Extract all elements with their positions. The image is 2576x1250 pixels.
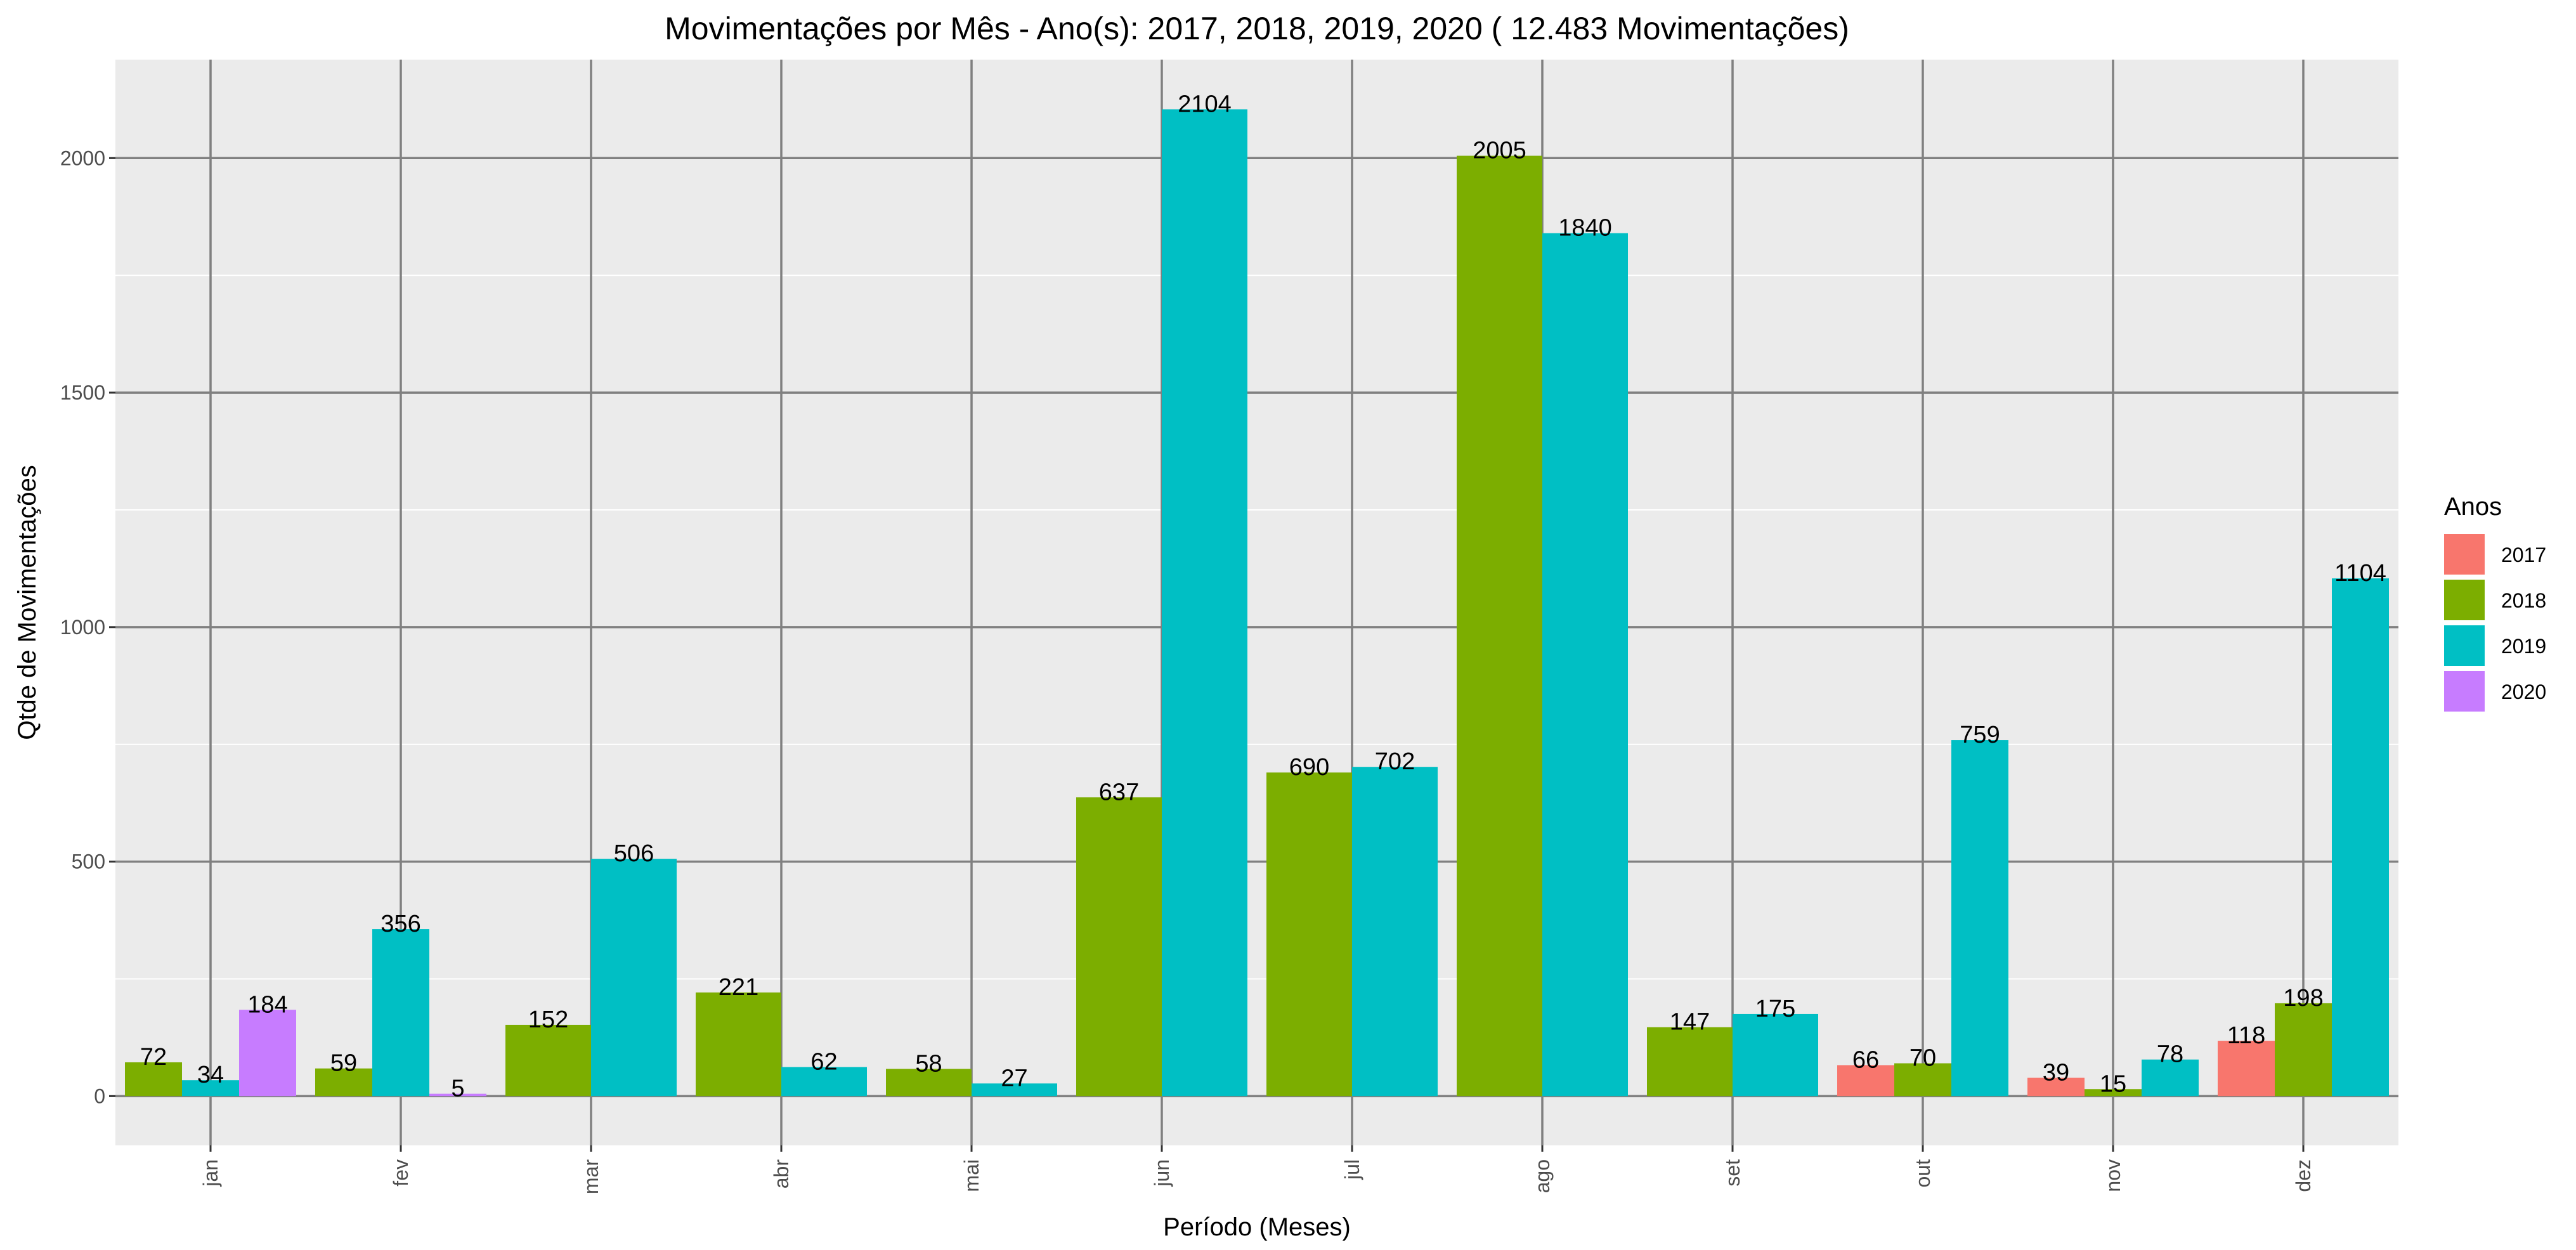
legend: Anos 2017 2018 2019 2020 [2444,493,2546,712]
data-label: 175 [1755,996,1795,1022]
x-tick-label: jul [1341,1159,1363,1180]
bar-2018-jun [1076,797,1162,1097]
x-tick-label: nov [2102,1159,2124,1192]
data-label: 5 [451,1076,464,1102]
y-tick-label: 0 [94,1084,105,1107]
bar-2018-nov [2085,1089,2142,1097]
bar-2019-nov [2142,1059,2199,1097]
data-label: 2104 [1178,91,1232,117]
y-axis: 0 500 1000 1500 2000 [60,146,115,1107]
x-tick-label: jan [199,1159,222,1187]
bar-2019-jun [1162,109,1247,1097]
bar-2018-jul [1266,772,1352,1097]
bar-2019-jan [182,1080,239,1097]
data-label: 39 [2043,1060,2069,1086]
x-tick-label: ago [1531,1159,1554,1193]
bar-2019-fev [372,929,429,1097]
data-label: 506 [614,840,654,867]
data-label: 356 [381,911,420,937]
bar-2018-abr [696,992,781,1097]
bar-2018-out [1894,1063,1951,1097]
legend-title: Anos [2444,493,2502,521]
x-axis-title: Período (Meses) [1163,1213,1351,1241]
bar-2019-jul [1352,767,1438,1097]
data-label: 70 [1909,1045,1936,1072]
legend-label: 2017 [2501,544,2546,566]
bar-2018-ago [1457,155,1542,1097]
legend-label: 2019 [2501,635,2546,658]
data-labels: 72 34 184 59 356 5 152 506 221 62 58 27 637 2104 690 70… [140,91,2386,1102]
data-label: 147 [1670,1009,1710,1036]
legend-label: 2018 [2501,589,2546,612]
data-label: 152 [528,1006,568,1033]
y-tick-label: 2000 [60,146,105,169]
bar-2017-out [1837,1065,1894,1097]
bar-2019-out [1951,740,2008,1097]
x-tick-label: mar [580,1159,602,1194]
data-label: 184 [247,991,287,1018]
bar-2018-fev [315,1068,372,1097]
data-label: 78 [2157,1041,2183,1068]
bar-2018-jan [125,1062,182,1097]
x-tick-label: abr [770,1159,793,1189]
y-tick-label: 1500 [60,381,105,404]
y-tick-label: 1000 [60,616,105,639]
legend-key-2018 [2444,580,2485,620]
plot-panel [115,60,2398,1145]
x-tick-label: mai [960,1159,983,1192]
data-label: 15 [2100,1071,2126,1097]
legend-key-2020 [2444,671,2485,712]
data-label: 118 [2227,1022,2266,1049]
x-tick-label: dez [2292,1159,2315,1192]
y-tick-label: 500 [72,850,105,873]
data-label: 1104 [2334,560,2386,587]
x-tick-label: jun [1150,1159,1173,1187]
bar-2019-mar [591,859,677,1097]
data-label: 59 [330,1050,357,1077]
bar-2019-dez [2332,578,2389,1097]
bar-2018-mar [505,1024,591,1097]
data-label: 221 [719,974,758,1001]
bar-2019-mai [972,1083,1057,1097]
bar-2018-dez [2275,1003,2332,1097]
data-label: 2005 [1473,138,1526,164]
bar-2017-nov [2027,1077,2085,1097]
data-label: 1840 [1558,215,1612,242]
data-label: 27 [1001,1065,1027,1091]
data-label: 759 [1960,722,2000,748]
x-axis: jan fev mar abr mai jun jul ago set out nov dez [199,1145,2315,1194]
bar-2017-dez [2218,1041,2275,1097]
bar-2020-jan [239,1010,296,1097]
data-label: 62 [810,1048,837,1075]
grid-lines [115,60,2398,1145]
bar-2020-fev [429,1093,486,1097]
x-tick-label: fev [389,1159,412,1187]
data-label: 690 [1289,754,1329,781]
data-label: 66 [1852,1047,1879,1074]
y-axis-title: Qtde de Movimentações [13,465,41,740]
data-label: 58 [915,1050,942,1077]
bar-2018-set [1647,1027,1733,1097]
bar-2019-abr [781,1067,867,1097]
x-tick-label: set [1721,1159,1744,1187]
data-label: 637 [1099,779,1139,805]
data-label: 702 [1375,748,1415,775]
legend-label: 2020 [2501,680,2546,703]
bar-2019-ago [1542,233,1628,1097]
data-label: 34 [197,1062,224,1088]
bars [125,109,2389,1097]
bar-2019-set [1733,1013,1818,1097]
data-label: 198 [2283,985,2323,1012]
bar-2018-mai [886,1069,972,1097]
legend-key-2017 [2444,534,2485,575]
chart-title: Movimentações por Mês - Ano(s): 2017, 20… [665,11,1849,46]
x-tick-label: out [1911,1159,1934,1188]
data-label: 72 [140,1044,167,1071]
legend-key-2019 [2444,625,2485,666]
